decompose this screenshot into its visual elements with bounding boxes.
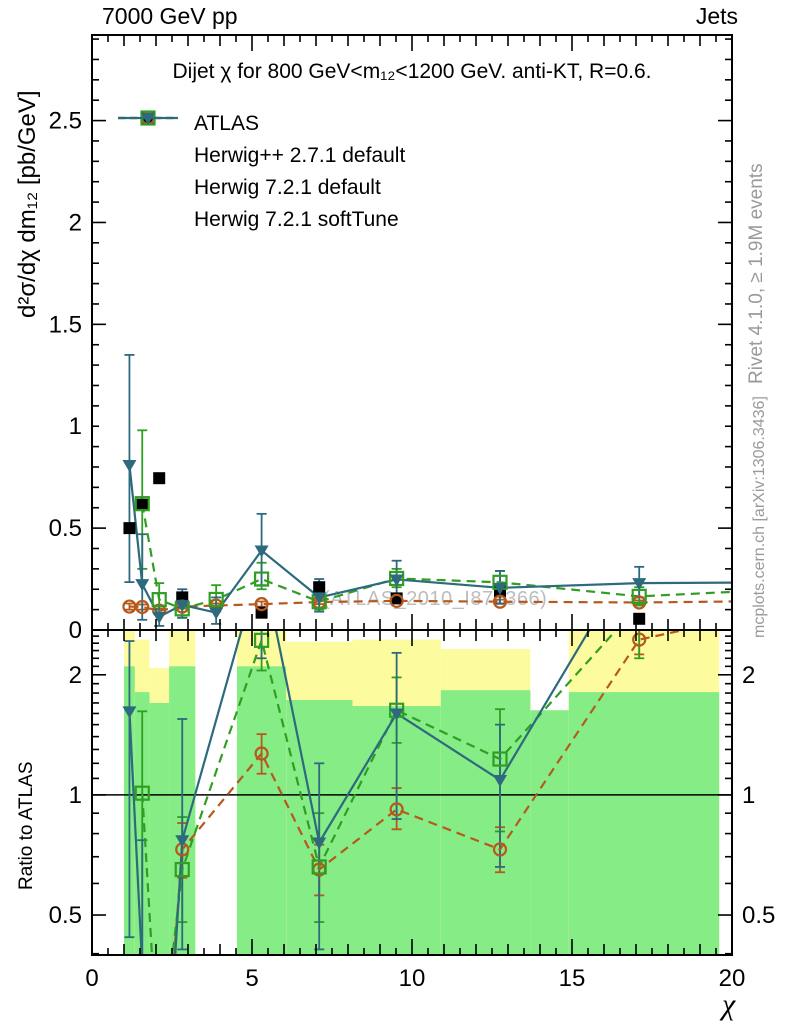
line-Herwig 7.2.1 default (141, 630, 618, 955)
markers-Herwig 7.2.1 default (134, 496, 647, 617)
line-Herwig++ 2.7.1 default (173, 630, 689, 955)
svg-text:0.5: 0.5 (742, 902, 775, 929)
markers-Herwig 7.2.1 softTune (122, 459, 647, 624)
plot-title: Dijet χ for 800 GeV<m₁₂<1200 GeV. anti-K… (172, 60, 652, 83)
legend-label: Herwig 7.2.1 softTune (194, 208, 399, 231)
legend-item-herwig721-softtune: Herwig 7.2.1 softTune (116, 113, 405, 236)
svg-text:20: 20 (719, 965, 746, 992)
svg-text:15: 15 (559, 965, 586, 992)
line-Herwig 7.2.1 default (141, 503, 732, 610)
herwig721-marker-icon (116, 110, 180, 198)
svg-text:0.5: 0.5 (49, 902, 82, 929)
svg-text:10: 10 (399, 965, 426, 992)
beam-energy-label: 7000 GeV pp (102, 3, 238, 29)
analysis-id-watermark: (ATLAS_2010_I871366) (323, 588, 548, 610)
errbars-Herwig 7.2.1 softTune (124, 630, 505, 955)
tick-labels: 00.511.522.50.5 0.51 12 20 5 10 15 20 (49, 108, 776, 992)
mcplots-credit: mcplots.cern.ch [arXiv:1306.3436] (751, 396, 768, 638)
markers-Herwig 7.2.1 softTune (122, 706, 507, 850)
main-y-axis-label: d²σ/dχ dm₁₂ [pb/GeV] (14, 90, 41, 318)
errbars-Herwig 7.2.1 default (137, 429, 645, 619)
svg-text:0: 0 (85, 965, 98, 992)
svg-text:1: 1 (742, 782, 755, 809)
axis-ticks (91, 35, 733, 955)
svg-text:1: 1 (69, 782, 82, 809)
markers-Herwig 7.2.1 default (134, 632, 508, 878)
ratio-y-axis-label: Ratio to ATLAS (16, 761, 37, 891)
legend-label: Herwig++ 2.7.1 default (194, 144, 406, 167)
ratio-uncertainty-bands (124, 630, 720, 955)
legend-item-herwig721-default: Herwig 7.2.1 default (116, 110, 405, 204)
x-axis-label: χ (722, 988, 736, 1021)
svg-text:2: 2 (742, 662, 755, 689)
svg-text:2: 2 (69, 209, 82, 236)
svg-text:1: 1 (69, 413, 82, 440)
line-Herwig++ 2.7.1 default (129, 599, 732, 612)
analysis-group-label: Jets (695, 3, 738, 29)
legend-item-herwigpp: Herwig++ 2.7.1 default (116, 110, 406, 172)
main-series-layer (122, 354, 732, 627)
svg-text:0: 0 (69, 617, 82, 644)
legend-label: ATLAS (194, 112, 259, 135)
legend: ATLAS Herwig++ 2.7.1 default Herwig 7.2.… (116, 108, 405, 236)
line-Herwig 7.2.1 softTune (128, 630, 591, 955)
svg-text:1.5: 1.5 (49, 311, 82, 338)
svg-text:5: 5 (245, 965, 258, 992)
softtune-marker-icon (116, 113, 180, 230)
svg-text:2.5: 2.5 (49, 108, 82, 135)
svg-text:0.5: 0.5 (49, 515, 82, 542)
herwigpp-marker-icon (116, 110, 180, 166)
svg-text:2: 2 (69, 662, 82, 689)
legend-label: Herwig 7.2.1 default (194, 176, 381, 199)
rivet-version-credit: Rivet 4.1.0, ≥ 1.9M events (746, 163, 767, 384)
